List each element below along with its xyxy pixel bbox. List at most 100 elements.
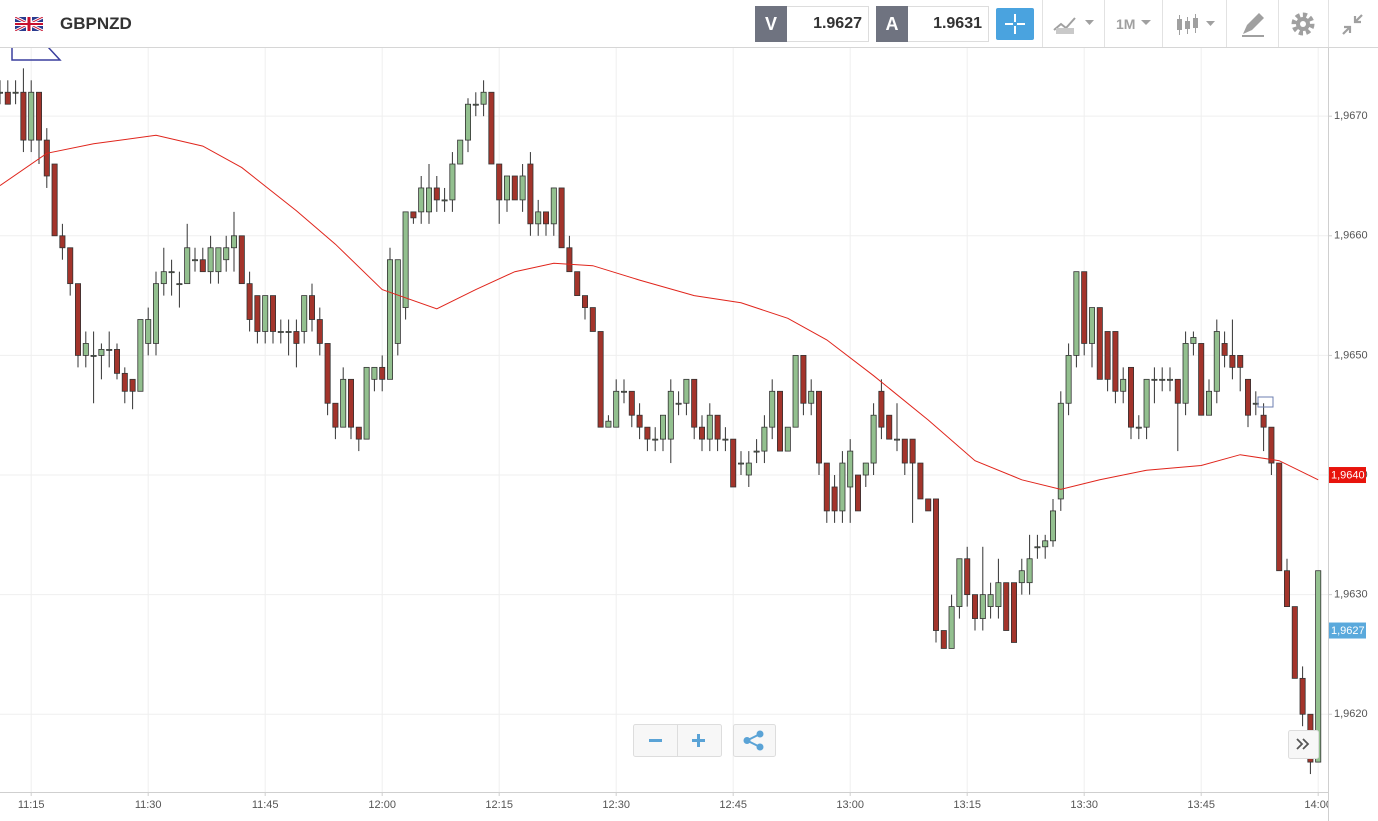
- bid-label: V: [755, 6, 787, 42]
- x-axis: 11:15 11:30 11:45 12:00 12:15 12:30 12:45 13:00…: [18, 792, 1328, 811]
- candle-body: [503, 175, 510, 201]
- candle-body: [176, 283, 183, 286]
- candle-body: [199, 259, 206, 273]
- candle-body: [1198, 343, 1205, 416]
- candle-body: [894, 438, 901, 441]
- candle-body: [1221, 343, 1228, 356]
- candle-body: [1260, 414, 1267, 428]
- x-tick-label: 12:00: [368, 799, 396, 811]
- candle-body: [106, 349, 113, 351]
- candle-body: [901, 438, 908, 464]
- chart-type-button[interactable]: [1052, 14, 1096, 36]
- candle-body: [995, 582, 1002, 607]
- candle-body: [238, 235, 245, 285]
- candle-body: [589, 307, 596, 332]
- candle-body: [511, 175, 518, 201]
- share-button[interactable]: [733, 724, 776, 757]
- candle-body: [1050, 510, 1057, 542]
- candle-body: [1089, 307, 1096, 344]
- candle-body: [1284, 570, 1291, 607]
- candle-body: [425, 187, 432, 213]
- candle-body: [223, 247, 230, 261]
- candle-body: [558, 187, 565, 249]
- candle-body: [394, 259, 401, 344]
- candle-body: [543, 211, 550, 225]
- candle-body: [324, 343, 331, 404]
- candle-body: [1135, 426, 1142, 429]
- candle-body: [1057, 402, 1064, 500]
- price-tag-label: 1,9640: [1331, 469, 1365, 481]
- candle-body: [1291, 606, 1298, 679]
- candle-body: [285, 331, 292, 333]
- candle-body: [699, 426, 706, 440]
- candle-body: [613, 390, 620, 428]
- x-tick-label: 13:30: [1070, 799, 1098, 811]
- candle-body: [1159, 378, 1166, 381]
- settings-button[interactable]: [1290, 11, 1316, 37]
- scroll-end-icon: [1296, 738, 1310, 750]
- candle-body: [129, 378, 136, 392]
- candle-body: [933, 498, 940, 631]
- candle-body: [340, 378, 347, 428]
- candle-body: [808, 390, 815, 404]
- candle-body: [269, 295, 276, 332]
- candle-body: [823, 462, 830, 512]
- candle-body: [722, 438, 729, 441]
- bid-price[interactable]: 1.9627: [787, 6, 869, 42]
- ask-label: A: [876, 6, 908, 42]
- candle-body: [784, 426, 791, 452]
- candle-body: [51, 163, 58, 237]
- zoom-out[interactable]: [649, 739, 662, 742]
- candle-body: [1190, 337, 1197, 344]
- candle-body: [738, 462, 745, 465]
- timeframe[interactable]: 1M: [1116, 16, 1136, 32]
- candle-body: [1034, 546, 1041, 549]
- crosshair-button[interactable]: [996, 8, 1034, 40]
- candle-body: [1229, 355, 1236, 368]
- candle-body: [1174, 378, 1181, 404]
- candle-body: [675, 402, 682, 405]
- candle-body: [98, 349, 105, 356]
- candle-body: [636, 414, 643, 428]
- separator: [1104, 0, 1105, 47]
- y-axis: 1,9620 1,9630 1,9640 1,9650 1,9660 1,9670 1,96…: [1328, 110, 1368, 720]
- separator: [1278, 0, 1279, 47]
- fullscreen-button[interactable]: [1340, 12, 1366, 38]
- candle-body: [316, 319, 323, 344]
- scroll-end-button[interactable]: [1288, 730, 1319, 759]
- candle-body: [332, 402, 339, 428]
- candle-body: [36, 91, 43, 141]
- candle-body: [1073, 271, 1080, 356]
- candle-body: [1299, 677, 1306, 715]
- candle-body: [418, 187, 425, 213]
- candle-body: [496, 163, 503, 201]
- symbol: GBPNZD: [60, 14, 132, 33]
- candle-body: [1167, 378, 1174, 381]
- candle-body: [277, 331, 284, 333]
- timeframe-caret: [1141, 20, 1151, 25]
- candle-style-button[interactable]: [1175, 12, 1219, 38]
- candle-body: [831, 486, 838, 512]
- drawing-button[interactable]: [1240, 12, 1266, 38]
- candle-body: [1276, 462, 1283, 572]
- candle-body: [582, 295, 589, 308]
- rectangle-drawing[interactable]: [1257, 396, 1274, 408]
- candle-body: [1120, 378, 1127, 392]
- candle-body: [714, 414, 721, 440]
- x-tick-label: 11:30: [135, 799, 162, 811]
- candle-body: [293, 331, 300, 344]
- y-tick-label: 1,9670: [1334, 110, 1368, 122]
- candle-body: [855, 474, 862, 512]
- candle-body: [972, 594, 979, 619]
- candle-body: [1011, 582, 1018, 643]
- candle-body: [886, 414, 893, 440]
- ask-price[interactable]: 1.9631: [908, 6, 989, 42]
- zoom-in[interactable]: [697, 734, 700, 747]
- x-tick-label: 11:45: [252, 799, 279, 811]
- plot-area: [0, 68, 1322, 775]
- candle-body: [964, 558, 971, 596]
- price-tag: [1328, 622, 1366, 639]
- candle-body: [145, 319, 152, 344]
